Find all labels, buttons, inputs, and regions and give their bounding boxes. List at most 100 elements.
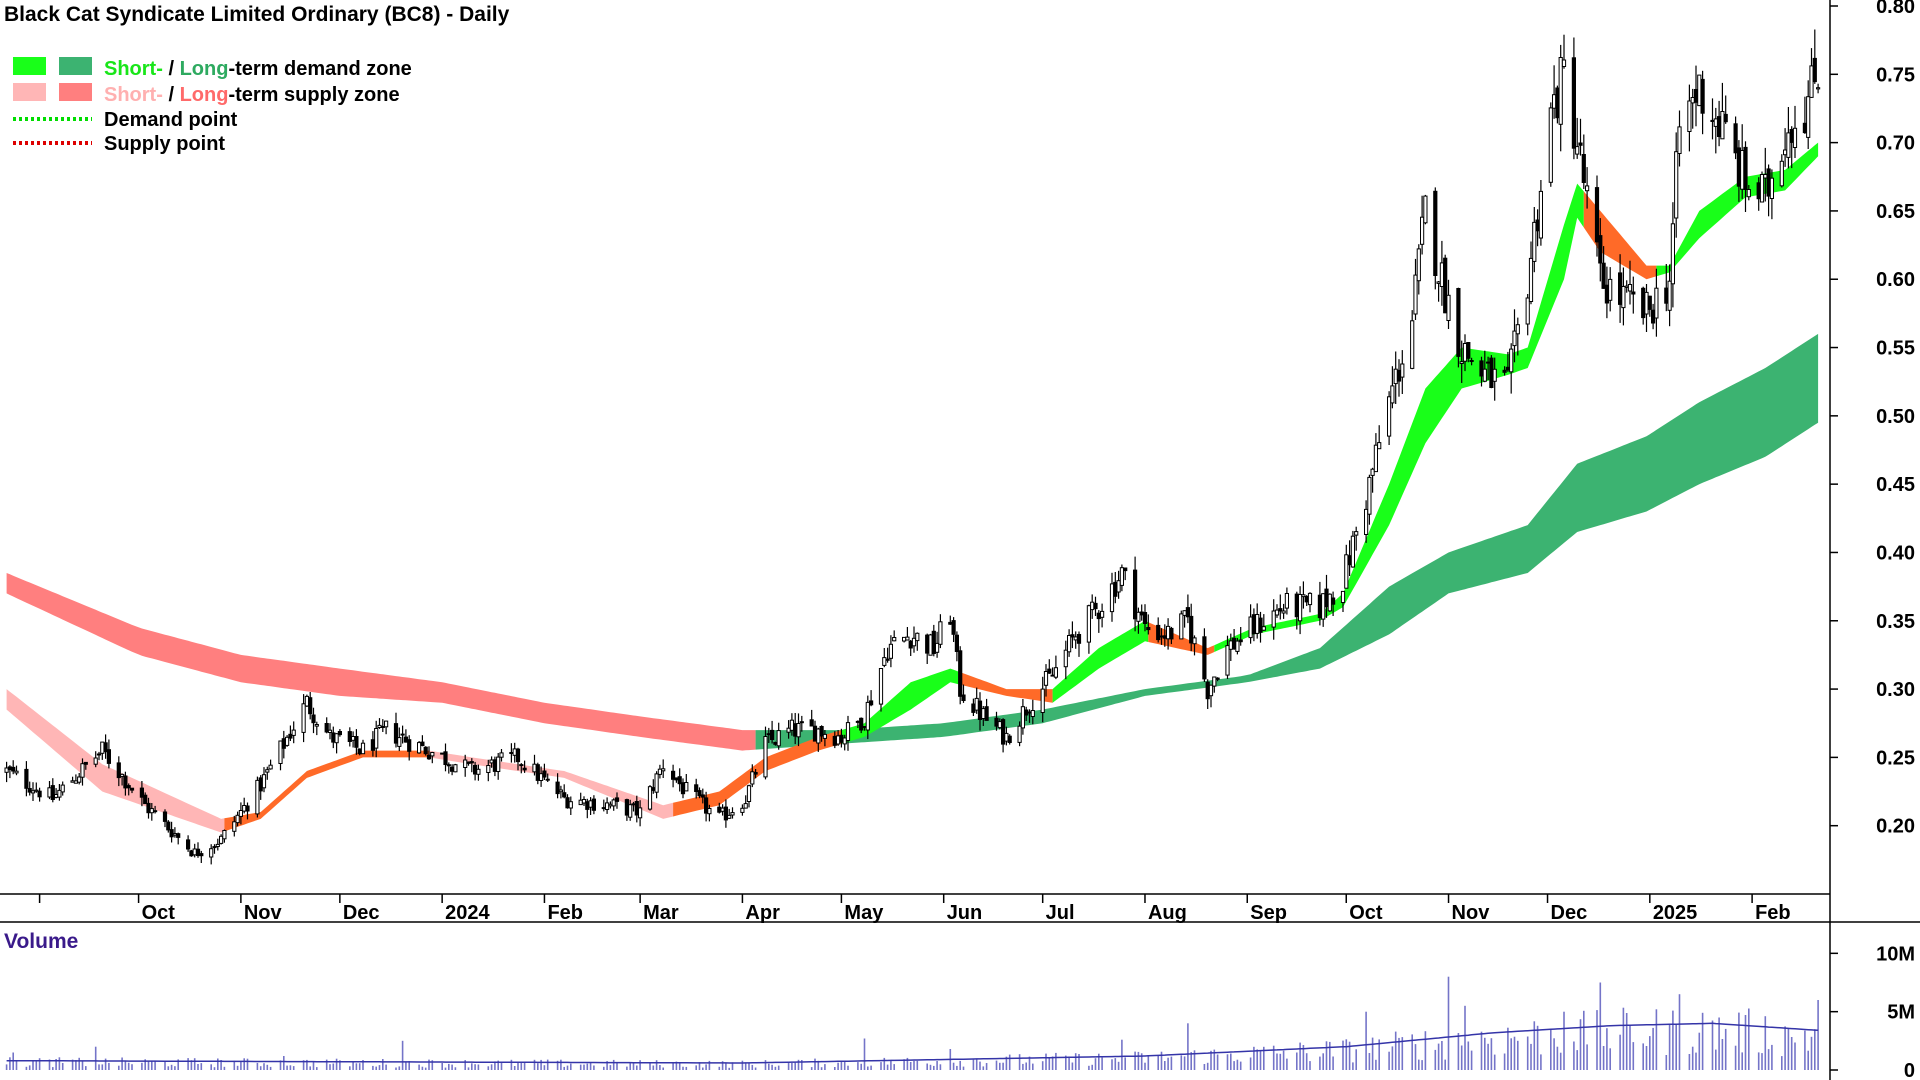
candle bbox=[1759, 171, 1765, 203]
candle bbox=[1693, 65, 1699, 127]
candle bbox=[1604, 266, 1610, 319]
time-tick-label: 2025 bbox=[1653, 902, 1698, 924]
candle-body bbox=[1043, 671, 1049, 686]
candle-body bbox=[195, 848, 201, 857]
candle-body bbox=[869, 700, 874, 706]
candle-body bbox=[888, 643, 893, 659]
candle bbox=[1436, 281, 1441, 302]
candle-body bbox=[1515, 324, 1520, 335]
candle bbox=[1354, 526, 1359, 551]
candle-body bbox=[961, 694, 966, 701]
candle-body bbox=[1248, 616, 1253, 639]
candle-body bbox=[1123, 567, 1128, 572]
candle bbox=[215, 838, 220, 851]
candle-body bbox=[209, 848, 214, 858]
candle bbox=[1766, 164, 1771, 217]
candle-body bbox=[1185, 607, 1191, 618]
candle bbox=[819, 725, 824, 742]
candle bbox=[568, 796, 573, 815]
candle bbox=[1502, 366, 1507, 376]
candle bbox=[1720, 82, 1725, 140]
candle bbox=[1687, 84, 1692, 152]
candle bbox=[1215, 677, 1220, 682]
price-tick-label: 0.60 bbox=[1876, 269, 1915, 291]
candle-body bbox=[1251, 614, 1257, 635]
candle bbox=[176, 832, 181, 845]
candle bbox=[57, 784, 62, 801]
candle-body bbox=[285, 736, 290, 746]
candle-body bbox=[638, 807, 643, 819]
candle bbox=[1350, 530, 1356, 568]
candle bbox=[859, 717, 864, 734]
candle-body bbox=[997, 721, 1002, 729]
candle bbox=[1248, 604, 1253, 644]
candle-body bbox=[816, 728, 821, 744]
short-zone-segment-5 bbox=[960, 672, 1053, 703]
candle-body bbox=[1598, 235, 1603, 264]
candle bbox=[1396, 359, 1402, 397]
candle bbox=[674, 777, 679, 783]
candle bbox=[654, 771, 659, 799]
candle bbox=[1179, 610, 1184, 640]
candle-body bbox=[1053, 667, 1059, 678]
candle bbox=[1208, 684, 1214, 708]
candle bbox=[288, 725, 293, 741]
candle bbox=[796, 713, 801, 747]
candle bbox=[902, 636, 907, 643]
candle-body bbox=[1693, 89, 1699, 103]
candle-body bbox=[1298, 594, 1303, 622]
candle-body bbox=[1816, 87, 1821, 90]
candle-body bbox=[720, 807, 725, 812]
candle bbox=[1674, 132, 1679, 238]
candle-body bbox=[694, 784, 699, 792]
candle bbox=[106, 739, 112, 769]
candle-body bbox=[1700, 78, 1705, 114]
candle-body bbox=[1096, 612, 1101, 620]
candle-body bbox=[1024, 709, 1029, 716]
candle-body bbox=[1571, 57, 1577, 149]
candle-body bbox=[1812, 57, 1817, 83]
candle-body bbox=[951, 620, 956, 635]
candle-body bbox=[476, 768, 481, 775]
candle bbox=[1304, 595, 1309, 606]
candle-body bbox=[166, 821, 171, 831]
candle-body bbox=[1179, 613, 1184, 640]
candle-body bbox=[1641, 287, 1646, 319]
time-tick-label: Sep bbox=[1250, 902, 1287, 924]
candle bbox=[1413, 258, 1418, 320]
candle bbox=[776, 722, 781, 750]
candle bbox=[1578, 118, 1583, 156]
candle bbox=[1139, 604, 1144, 621]
candle-body bbox=[1271, 610, 1276, 628]
candle bbox=[80, 758, 85, 786]
candle-body bbox=[1525, 297, 1530, 325]
candle-body bbox=[360, 742, 366, 755]
candle bbox=[585, 798, 590, 819]
candle bbox=[1146, 614, 1151, 635]
candle bbox=[255, 776, 260, 818]
candle-body bbox=[1792, 127, 1798, 149]
candle-body bbox=[591, 798, 596, 811]
candle-body bbox=[647, 786, 653, 810]
candle-body bbox=[1004, 732, 1009, 742]
candle-body bbox=[1027, 711, 1032, 714]
candle-body bbox=[1420, 216, 1425, 245]
candle-body bbox=[1255, 614, 1260, 634]
candle-body bbox=[238, 810, 244, 817]
candle-body bbox=[558, 789, 563, 793]
candle-body bbox=[1304, 596, 1309, 603]
candle-body bbox=[423, 746, 428, 755]
candle-body bbox=[1350, 535, 1356, 568]
candle-body bbox=[440, 752, 445, 755]
candle-body bbox=[1439, 262, 1445, 287]
candle-body bbox=[631, 803, 636, 806]
candle bbox=[443, 743, 448, 772]
candle-body bbox=[1644, 291, 1649, 315]
candle bbox=[397, 727, 402, 752]
candle bbox=[199, 850, 204, 863]
candle bbox=[657, 764, 662, 779]
candle bbox=[591, 795, 596, 815]
legend-demand-rest: -term demand zone bbox=[228, 58, 411, 80]
chart-title: Black Cat Syndicate Limited Ordinary (BC… bbox=[4, 3, 510, 26]
candle bbox=[354, 729, 359, 755]
